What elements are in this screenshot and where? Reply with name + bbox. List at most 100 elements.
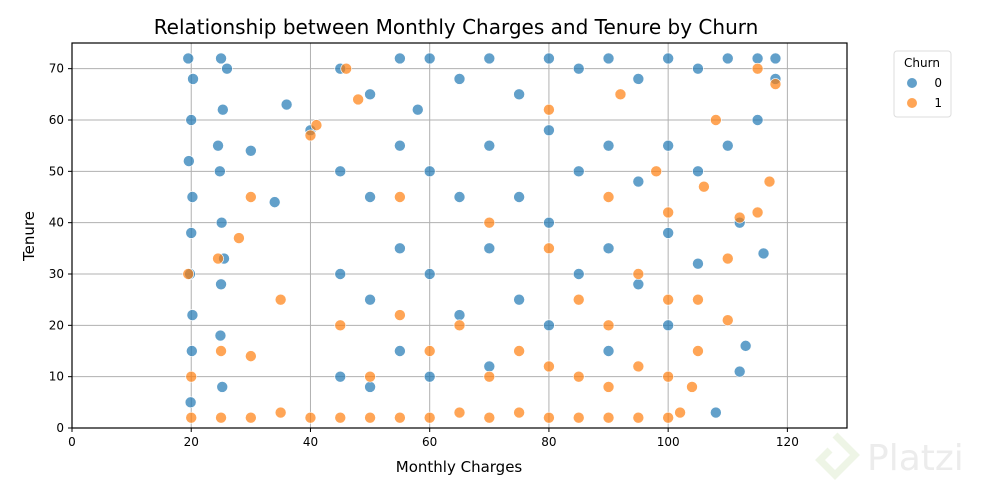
point-churn-0 [216, 381, 229, 393]
point-churn-0 [215, 278, 227, 291]
point-churn-0 [483, 242, 496, 255]
point-churn-0 [572, 268, 585, 280]
point-churn-0 [602, 345, 615, 357]
point-churn-1 [185, 411, 198, 424]
watermark-text: Platzi [867, 438, 964, 479]
platzi-logo-icon [815, 432, 860, 480]
point-churn-1 [572, 411, 585, 424]
point-churn-0 [543, 216, 555, 229]
point-churn-0 [751, 52, 764, 65]
point-churn-1 [352, 93, 364, 106]
point-churn-0 [692, 257, 704, 270]
point-churn-1 [698, 180, 710, 193]
point-churn-1 [453, 319, 466, 332]
point-churn-0 [187, 73, 199, 85]
point-churn-1 [543, 411, 555, 424]
point-churn-0 [453, 309, 466, 321]
point-churn-0 [662, 227, 674, 239]
point-churn-1 [632, 268, 645, 280]
point-churn-1 [632, 411, 645, 424]
point-churn-1 [364, 411, 376, 424]
point-churn-1 [650, 165, 663, 178]
point-churn-0 [632, 278, 645, 291]
point-churn-1 [215, 411, 227, 424]
point-churn-1 [662, 293, 674, 306]
point-churn-1 [394, 411, 406, 424]
legend-marker-0 [907, 78, 917, 88]
point-churn-1 [340, 62, 353, 75]
point-churn-0 [394, 345, 406, 357]
x-axis-ticks: 0 20 40 60 80 100 120 [68, 428, 799, 449]
point-churn-1 [423, 411, 436, 424]
y-tick-label: 0 [56, 421, 64, 435]
point-churn-0 [632, 73, 645, 85]
point-churn-1 [310, 119, 323, 131]
legend: Churn 0 1 [893, 50, 952, 118]
point-churn-0 [186, 191, 199, 203]
point-churn-0 [757, 247, 770, 260]
point-churn-1 [721, 314, 734, 327]
point-churn-1 [212, 252, 224, 265]
point-churn-1 [763, 175, 776, 188]
point-churn-0 [513, 88, 525, 101]
point-churn-0 [184, 396, 197, 409]
point-churn-0 [602, 52, 615, 65]
point-churn-0 [185, 227, 198, 239]
point-churn-0 [364, 191, 376, 203]
point-churn-1 [602, 411, 615, 424]
legend-title: Churn [904, 56, 940, 70]
point-churn-1 [274, 293, 287, 306]
point-churn-0 [632, 175, 645, 188]
point-churn-1 [751, 206, 764, 219]
point-churn-0 [513, 293, 525, 306]
y-tick-label: 60 [49, 113, 64, 127]
point-churn-0 [739, 340, 752, 352]
platzi-watermark: Platzi [815, 432, 964, 480]
point-churn-1 [692, 293, 704, 306]
point-churn-0 [185, 114, 198, 126]
point-churn-0 [364, 381, 376, 393]
point-churn-0 [453, 73, 466, 85]
y-axis-label: Tenure [20, 211, 38, 262]
point-churn-1 [304, 129, 317, 142]
legend-label-0: 0 [934, 76, 942, 90]
point-churn-0 [364, 88, 376, 101]
point-churn-0 [692, 165, 704, 178]
point-churn-0 [572, 62, 585, 75]
point-churn-1 [733, 211, 746, 224]
point-churn-0 [453, 191, 466, 203]
point-churn-1 [572, 370, 585, 383]
point-churn-0 [602, 242, 615, 255]
x-tick-label: 40 [303, 435, 318, 449]
point-churn-0 [423, 52, 436, 65]
point-churn-0 [394, 242, 406, 255]
legend-marker-1 [907, 98, 917, 108]
point-churn-0 [543, 52, 555, 65]
point-churn-1 [686, 381, 698, 393]
point-churn-0 [334, 268, 347, 280]
x-tick-label: 60 [422, 435, 437, 449]
point-churn-1 [304, 411, 317, 424]
y-tick-label: 40 [49, 216, 64, 230]
point-churn-0 [483, 52, 496, 65]
chart-title: Relationship between Monthly Charges and… [154, 15, 759, 39]
x-tick-label: 120 [776, 435, 799, 449]
point-churn-1 [334, 411, 347, 424]
point-churn-0 [543, 319, 555, 332]
x-axis-label: Monthly Charges [396, 458, 523, 476]
point-churn-1 [602, 191, 615, 203]
point-churn-0 [662, 319, 674, 332]
y-tick-label: 10 [49, 370, 64, 384]
point-churn-1 [543, 103, 555, 116]
point-churn-0 [543, 124, 555, 137]
x-tick-label: 20 [184, 435, 199, 449]
point-churn-0 [364, 293, 376, 306]
scatter-points [182, 52, 782, 424]
point-churn-1 [662, 370, 674, 383]
axes-frame [71, 42, 848, 429]
y-tick-label: 30 [49, 267, 64, 281]
point-churn-0 [182, 52, 195, 65]
point-churn-1 [572, 293, 585, 306]
point-churn-0 [214, 329, 227, 342]
